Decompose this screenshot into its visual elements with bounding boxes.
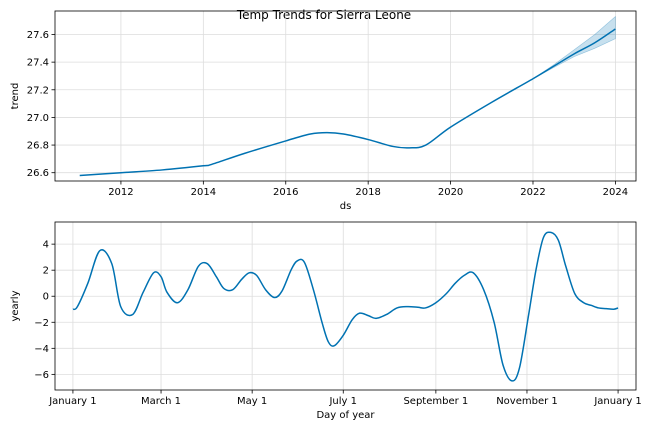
x-tick-label: March 1 (141, 396, 181, 407)
x-tick-label: May 1 (237, 396, 267, 407)
y-tick-label: 2 (43, 266, 49, 277)
y-tick-label: 27.4 (27, 58, 49, 69)
x-tick-label: 2020 (438, 187, 463, 198)
x-tick-label: 2014 (191, 187, 216, 198)
trend-series-line (79, 28, 616, 177)
yearly-series-line (72, 231, 619, 382)
y-tick-label: −6 (34, 370, 49, 381)
x-tick-label: 2016 (273, 187, 298, 198)
x-tick-label: January 1 (593, 396, 641, 407)
x-tick-label: November 1 (496, 396, 558, 407)
y-tick-label: −2 (34, 318, 49, 329)
y-tick-label: 27.2 (27, 85, 49, 96)
x-axis-label: Day of year (316, 410, 375, 421)
x-tick-label: September 1 (403, 396, 468, 407)
x-tick-label: 2012 (108, 187, 133, 198)
x-tick-label: January 1 (48, 396, 96, 407)
yearly-panel: January 1 March 1 May 1 July 1 September 1 No… (10, 221, 642, 421)
y-tick-label: 26.8 (27, 141, 49, 152)
y-tick-label: 0 (43, 292, 49, 303)
x-tick-label: 2022 (520, 187, 545, 198)
x-tick-label: 2024 (603, 187, 628, 198)
y-tick-label: 27.6 (27, 30, 49, 41)
trend-panel: 2012 2014 2016 2018 2020 2022 2024 26.6 26.8 27.0… (10, 10, 637, 212)
axes-frame (54, 10, 637, 182)
axes-frame (54, 221, 637, 391)
x-tick-label: 2018 (355, 187, 380, 198)
y-tick-label: −4 (34, 344, 49, 355)
uncertainty-band (532, 15, 616, 79)
y-axis-label: trend (10, 83, 21, 110)
chart-title: Temp Trends for Sierra Leone (236, 8, 411, 22)
y-tick-label: 27.0 (27, 113, 49, 124)
y-tick-label: 4 (43, 240, 49, 251)
x-axis-label: ds (340, 201, 352, 212)
x-tick-label: July 1 (328, 396, 357, 407)
y-axis-label: yearly (10, 290, 21, 321)
y-tick-label: 26.6 (27, 168, 49, 179)
